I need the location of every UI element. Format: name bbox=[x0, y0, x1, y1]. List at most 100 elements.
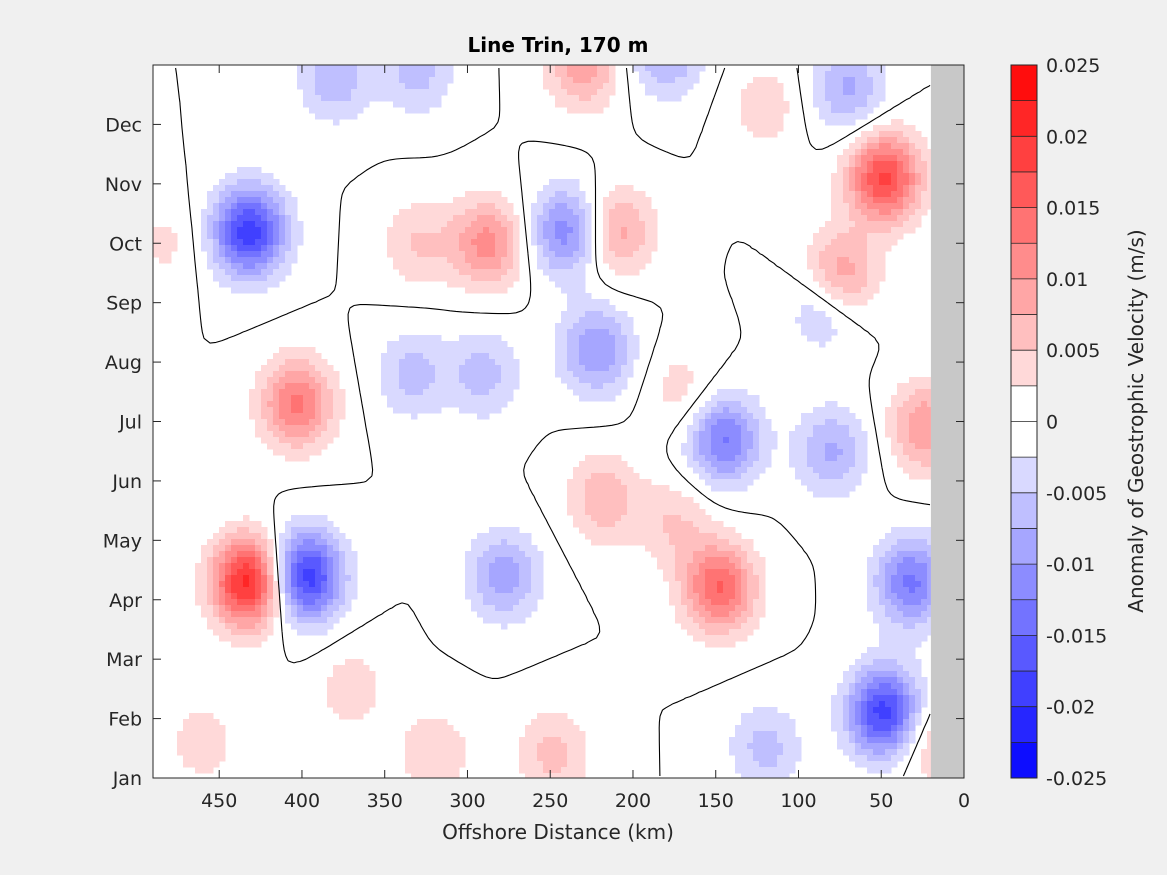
heatmap-cell bbox=[771, 731, 778, 738]
heatmap-cell bbox=[897, 617, 904, 624]
heatmap-cell bbox=[831, 707, 838, 714]
heatmap-cell bbox=[483, 551, 490, 558]
heatmap-cell bbox=[669, 89, 676, 96]
heatmap-cell bbox=[417, 377, 424, 384]
heatmap-cell bbox=[861, 167, 868, 174]
heatmap-cell bbox=[261, 389, 268, 396]
heatmap-cell bbox=[255, 635, 262, 642]
heatmap-cell bbox=[867, 725, 874, 732]
heatmap-cell bbox=[867, 263, 874, 270]
heatmap-cell bbox=[207, 203, 214, 210]
heatmap-cell bbox=[327, 551, 334, 558]
heatmap-cell bbox=[441, 401, 448, 408]
heatmap-cell bbox=[627, 239, 634, 246]
heatmap-cell bbox=[303, 359, 310, 366]
heatmap-cell bbox=[795, 449, 802, 456]
heatmap-cell bbox=[915, 215, 922, 222]
heatmap-cell bbox=[333, 89, 340, 96]
heatmap-cell bbox=[417, 77, 424, 84]
heatmap-cell bbox=[711, 557, 718, 564]
heatmap-cell bbox=[861, 659, 868, 666]
heatmap-cell bbox=[345, 605, 352, 612]
heatmap-cell bbox=[333, 539, 340, 546]
heatmap-cell bbox=[843, 281, 850, 288]
heatmap-cell bbox=[441, 341, 448, 348]
heatmap-cell bbox=[225, 257, 232, 264]
heatmap-cell bbox=[303, 599, 310, 606]
heatmap-cell bbox=[429, 761, 436, 768]
heatmap-cell bbox=[609, 197, 616, 204]
heatmap-cell bbox=[429, 749, 436, 756]
heatmap-cell bbox=[231, 623, 238, 630]
heatmap-cell bbox=[267, 191, 274, 198]
heatmap-cell bbox=[351, 587, 358, 594]
heatmap-cell bbox=[813, 425, 820, 432]
heatmap-cell bbox=[555, 269, 562, 276]
heatmap-cell bbox=[663, 533, 670, 540]
heatmap-cell bbox=[291, 413, 298, 420]
heatmap-cell bbox=[585, 311, 592, 318]
heatmap-cell bbox=[405, 359, 412, 366]
heatmap-cell bbox=[321, 617, 328, 624]
heatmap-cell bbox=[453, 239, 460, 246]
heatmap-cell bbox=[285, 443, 292, 450]
heatmap-cell bbox=[219, 617, 226, 624]
heatmap-cell bbox=[861, 131, 868, 138]
heatmap-cell bbox=[465, 287, 472, 294]
heatmap-cell bbox=[879, 155, 886, 162]
heatmap-cell bbox=[765, 77, 772, 84]
heatmap-cell bbox=[363, 683, 370, 690]
heatmap-cell bbox=[447, 359, 454, 366]
heatmap-cell bbox=[483, 287, 490, 294]
heatmap-cell bbox=[561, 761, 568, 768]
heatmap-cell bbox=[177, 737, 184, 744]
heatmap-cell bbox=[645, 497, 652, 504]
heatmap-cell bbox=[219, 731, 226, 738]
heatmap-cell bbox=[321, 371, 328, 378]
heatmap-cell bbox=[501, 599, 508, 606]
heatmap-cell bbox=[873, 659, 880, 666]
heatmap-cell bbox=[579, 317, 586, 324]
heatmap-cell bbox=[249, 569, 256, 576]
heatmap-cell bbox=[915, 203, 922, 210]
heatmap-cell bbox=[291, 359, 298, 366]
heatmap-cell bbox=[573, 281, 580, 288]
heatmap-cell bbox=[921, 401, 928, 408]
heatmap-cell bbox=[273, 245, 280, 252]
heatmap-cell bbox=[903, 689, 910, 696]
heatmap-cell bbox=[717, 545, 724, 552]
heatmap-cell bbox=[603, 323, 610, 330]
heatmap-cell bbox=[813, 431, 820, 438]
heatmap-cell bbox=[849, 731, 856, 738]
heatmap-cell bbox=[225, 179, 232, 186]
heatmap-cell bbox=[915, 191, 922, 198]
heatmap-cell bbox=[735, 611, 742, 618]
heatmap-cell bbox=[771, 107, 778, 114]
heatmap-cell bbox=[261, 365, 268, 372]
heatmap-cell bbox=[909, 671, 916, 678]
heatmap-cell bbox=[897, 137, 904, 144]
heatmap-cell bbox=[753, 599, 760, 606]
heatmap-cell bbox=[711, 569, 718, 576]
heatmap-cell bbox=[255, 611, 262, 618]
heatmap-cell bbox=[513, 581, 520, 588]
heatmap-cell bbox=[579, 77, 586, 84]
heatmap-cell bbox=[843, 161, 850, 168]
heatmap-cell bbox=[717, 389, 724, 396]
heatmap-cell bbox=[573, 233, 580, 240]
heatmap-cell bbox=[855, 749, 862, 756]
heatmap-cell bbox=[441, 245, 448, 252]
heatmap-cell bbox=[453, 341, 460, 348]
heatmap-cell bbox=[519, 605, 526, 612]
heatmap-cell bbox=[201, 713, 208, 720]
heatmap-cell bbox=[849, 77, 856, 84]
heatmap-cell bbox=[651, 521, 658, 528]
heatmap-cell bbox=[555, 281, 562, 288]
heatmap-cell bbox=[915, 419, 922, 426]
heatmap-cell bbox=[639, 239, 646, 246]
heatmap-cell bbox=[201, 563, 208, 570]
heatmap-cell bbox=[579, 383, 586, 390]
heatmap-cell bbox=[219, 587, 226, 594]
heatmap-cell bbox=[489, 557, 496, 564]
heatmap-cell bbox=[903, 125, 910, 132]
